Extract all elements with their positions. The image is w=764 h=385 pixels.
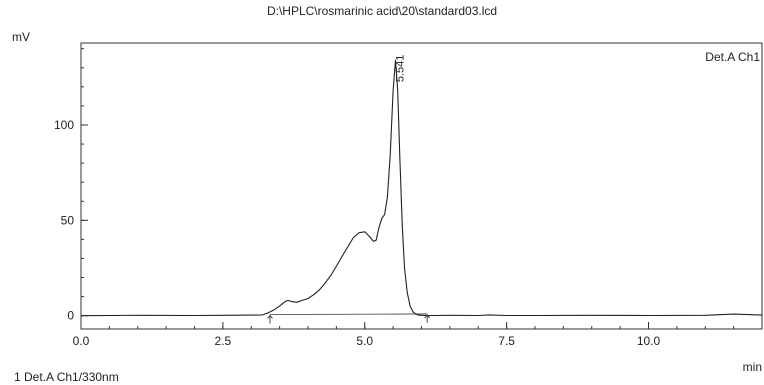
integration-baseline <box>269 313 428 315</box>
plot-frame <box>80 42 763 330</box>
y-tick-label: 0 <box>67 309 74 323</box>
y-tick-label: 50 <box>61 213 75 227</box>
x-tick-label: 10.0 <box>637 334 661 348</box>
x-tick-label: 0.0 <box>73 334 90 348</box>
x-tick-label: 2.5 <box>215 334 232 348</box>
axis-ticks: 0.0 2.5 5.0 7.5 10.0 0 50 100 <box>54 48 763 348</box>
x-axis-label: min <box>743 360 762 374</box>
x-tick-label: 5.0 <box>356 334 373 348</box>
plot-area: 5.541 <box>80 55 763 324</box>
integration-marker <box>424 314 431 323</box>
chart-title: D:\HPLC\rosmarinic acid\20\standard03.lc… <box>267 4 497 18</box>
integration-marker <box>267 314 273 324</box>
footer-legend: 1 Det.A Ch1/330nm <box>14 370 119 384</box>
channel-label: Det.A Ch1 <box>705 50 760 64</box>
series-line <box>80 59 763 317</box>
y-tick-label: 100 <box>54 118 74 132</box>
x-tick-label: 7.5 <box>498 334 515 348</box>
y-axis-label: mV <box>12 30 30 44</box>
peak-label: 5.541 <box>394 55 406 83</box>
